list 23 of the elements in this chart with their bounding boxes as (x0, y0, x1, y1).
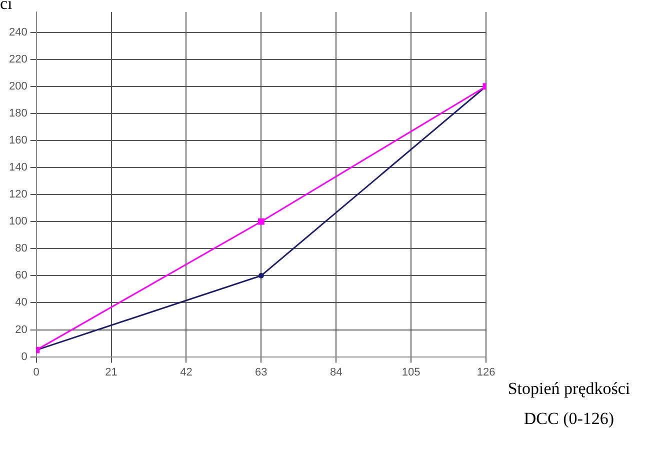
y-tick-label: 180 (8, 107, 28, 120)
x-tick-label: 42 (180, 366, 192, 378)
x-tick-label: 84 (330, 366, 342, 378)
y-tick-label: 60 (15, 270, 28, 282)
y-tick-label: 200 (8, 80, 28, 92)
y-tick-label: 0 (21, 350, 28, 363)
x-tick-label: 105 (402, 366, 420, 378)
x-tick-label: 21 (105, 366, 118, 378)
point (258, 272, 264, 278)
y-tick-label: 120 (8, 188, 28, 201)
x-tick-label: 63 (255, 366, 268, 378)
y-tick-label: 220 (8, 53, 28, 66)
x-tick-label: 0 (33, 366, 40, 378)
y-tick-label: 140 (8, 162, 28, 174)
y-tick-label: 160 (8, 134, 28, 146)
y-tick-label: 100 (8, 216, 28, 228)
y-tick-label: 240 (8, 26, 28, 38)
x-tick-label: 126 (476, 366, 496, 378)
y-axis-title: ci (0, 0, 12, 14)
y-tick-label: 20 (15, 324, 28, 336)
y-tick-label: 40 (15, 296, 28, 309)
x-axis-title: Stopień prędkości DCC (0-126) (506, 378, 632, 430)
y-tick-label: 80 (15, 242, 28, 255)
